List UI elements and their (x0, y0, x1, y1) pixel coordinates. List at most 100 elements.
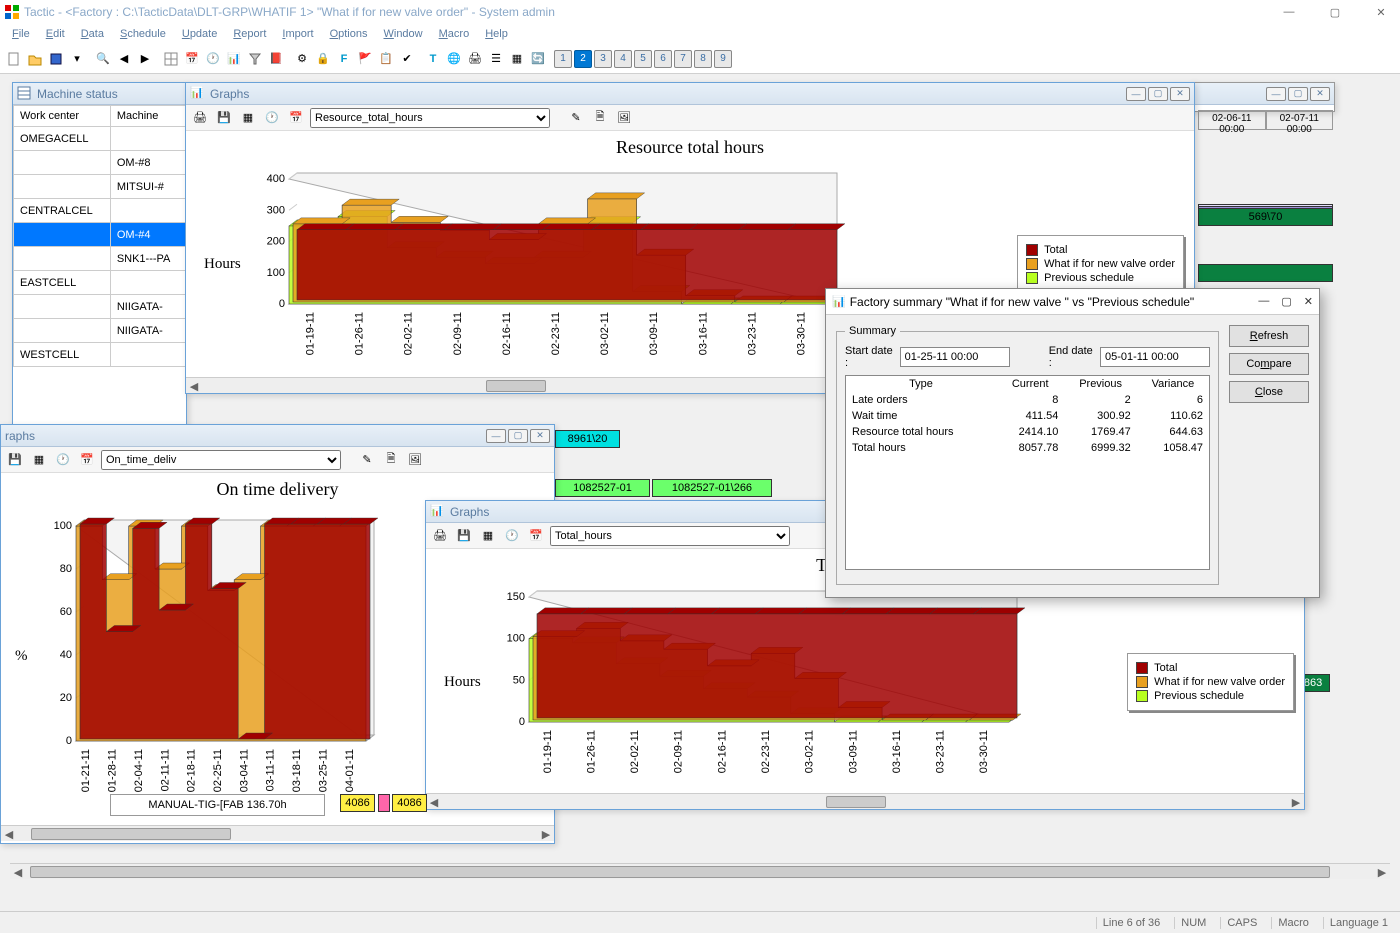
h-scrollbar[interactable]: ◀ ▶ (1, 825, 554, 841)
save-icon[interactable]: 💾 (5, 450, 25, 470)
maximize-icon[interactable]: ▢ (508, 429, 528, 443)
machine-row[interactable]: SNK1---PA (14, 247, 186, 271)
workspace-1-button[interactable]: 1 (554, 50, 572, 68)
maximize-icon[interactable]: ▢ (1288, 87, 1308, 101)
graph-selector[interactable]: Resource_total_hours (310, 108, 550, 128)
close-dialog-button[interactable]: Close (1229, 381, 1309, 403)
parallel-icon[interactable]: ▦ (507, 49, 527, 69)
paste-icon[interactable]: 📋 (376, 49, 396, 69)
gantt-task-bar[interactable] (378, 794, 390, 812)
grid-icon[interactable]: ▦ (29, 450, 49, 470)
maximize-icon[interactable]: ▢ (1148, 87, 1168, 101)
calendar-icon[interactable]: 📅 (77, 450, 97, 470)
machine-row[interactable]: OMEGACELL (14, 127, 186, 151)
calendar-icon[interactable]: 📅 (526, 526, 546, 546)
new-icon[interactable] (4, 49, 24, 69)
grid-icon[interactable]: ▦ (238, 108, 258, 128)
chevron-down-icon[interactable]: ▾ (67, 49, 87, 69)
gantt-task-bar[interactable]: 569\70 (1198, 208, 1333, 226)
flag2-icon[interactable]: 🚩 (355, 49, 375, 69)
graphs-resource-titlebar[interactable]: 📊 Graphs — ▢ ✕ (186, 83, 1194, 105)
clock-icon[interactable]: 🕐 (53, 450, 73, 470)
workspace-3-button[interactable]: 3 (594, 50, 612, 68)
edit-icon[interactable]: ✎ (357, 450, 377, 470)
minimize-icon[interactable]: — (1266, 87, 1286, 101)
lock-icon[interactable]: 🔒 (313, 49, 333, 69)
machine-status-grid[interactable]: Work centerMachine OMEGACELLOM-#8MITSUI-… (13, 105, 186, 367)
search-icon[interactable]: 🔍 (93, 49, 113, 69)
menu-report[interactable]: Report (225, 26, 274, 42)
start-date-input[interactable] (900, 347, 1010, 367)
menu-import[interactable]: Import (274, 26, 321, 42)
new-icon[interactable]: 🗎 (381, 450, 401, 470)
menu-edit[interactable]: Edit (38, 26, 73, 42)
mdi-h-scrollbar[interactable]: ◀ ▶ (10, 863, 1390, 879)
menu-data[interactable]: Data (73, 26, 112, 42)
gantt-task-bar[interactable]: 1082527-01\266 (652, 479, 772, 497)
end-date-input[interactable] (1100, 347, 1210, 367)
calendar-icon[interactable]: 📅 (182, 49, 202, 69)
machine-status-titlebar[interactable]: Machine status (13, 83, 186, 105)
close-icon[interactable]: ✕ (1310, 87, 1330, 101)
menu-macro[interactable]: Macro (431, 26, 478, 42)
close-button[interactable]: ✕ (1304, 295, 1313, 308)
graph-selector[interactable]: On_time_deliv (101, 450, 341, 470)
clock-icon[interactable]: 🕐 (203, 49, 223, 69)
workspace-6-button[interactable]: 6 (654, 50, 672, 68)
minimize-button[interactable]: — (1274, 6, 1304, 19)
workspace-9-button[interactable]: 9 (714, 50, 732, 68)
graphs-delivery-titlebar[interactable]: raphs — ▢ ✕ (1, 425, 554, 447)
machine-row[interactable]: CENTRALCEL (14, 199, 186, 223)
machine-row[interactable]: NIIGATA- (14, 319, 186, 343)
new-icon[interactable]: 🗎 (590, 108, 610, 128)
refresh-button[interactable]: Refresh (1229, 325, 1309, 347)
save-icon[interactable] (46, 49, 66, 69)
gantt-task-bar[interactable]: 8961\20 (555, 430, 620, 448)
image-icon[interactable]: 🖼 (405, 450, 425, 470)
minimize-icon[interactable]: — (486, 429, 506, 443)
compare-button[interactable]: Compare (1229, 353, 1309, 375)
save-icon[interactable]: 💾 (454, 526, 474, 546)
menu-update[interactable]: Update (174, 26, 225, 42)
serial-icon[interactable]: ☰ (486, 49, 506, 69)
machine-row[interactable]: NIIGATA- (14, 295, 186, 319)
dialog-titlebar[interactable]: 📊 Factory summary "What if for new valve… (826, 289, 1319, 315)
h-scrollbar[interactable]: ◀ ▶ (426, 793, 1304, 809)
menu-options[interactable]: Options (322, 26, 376, 42)
gantt-task-bar[interactable]: 4086 (340, 794, 375, 812)
gantt-manual-bar[interactable]: MANUAL-TIG-[FAB 136.70h (110, 794, 325, 816)
open-icon[interactable] (25, 49, 45, 69)
flag-icon[interactable]: F (334, 49, 354, 69)
close-icon[interactable]: ✕ (1170, 87, 1190, 101)
minimize-button[interactable]: — (1258, 295, 1269, 308)
graph-selector[interactable]: Total_hours (550, 526, 790, 546)
grid-icon[interactable]: ▦ (478, 526, 498, 546)
workspace-8-button[interactable]: 8 (694, 50, 712, 68)
save-icon[interactable]: 💾 (214, 108, 234, 128)
clock-icon[interactable]: 🕐 (502, 526, 522, 546)
menu-window[interactable]: Window (375, 26, 430, 42)
gantt-task-bar[interactable] (1198, 264, 1333, 282)
close-icon[interactable]: ✕ (530, 429, 550, 443)
maximize-button[interactable]: ▢ (1320, 6, 1350, 19)
filter-icon[interactable] (245, 49, 265, 69)
col-work-center[interactable]: Work center (14, 106, 111, 127)
col-machine[interactable]: Machine (110, 106, 185, 127)
gantt-task-bar[interactable]: 4086 (392, 794, 427, 812)
close-button[interactable]: ✕ (1366, 6, 1396, 19)
minimize-icon[interactable]: — (1126, 87, 1146, 101)
workspace-2-button[interactable]: 2 (574, 50, 592, 68)
refresh-icon[interactable]: 🔄 (528, 49, 548, 69)
machine-row[interactable]: WESTCELL (14, 343, 186, 367)
image-icon[interactable]: 🖼 (614, 108, 634, 128)
workspace-7-button[interactable]: 7 (674, 50, 692, 68)
menu-help[interactable]: Help (477, 26, 516, 42)
machine-row[interactable]: EASTCELL (14, 271, 186, 295)
redo-icon[interactable]: ▶ (135, 49, 155, 69)
print-icon[interactable]: 🖨 (430, 526, 450, 546)
chart-icon[interactable]: 📊 (224, 49, 244, 69)
calendar-icon[interactable]: 📅 (286, 108, 306, 128)
workspace-5-button[interactable]: 5 (634, 50, 652, 68)
print-icon[interactable]: 🖨 (465, 49, 485, 69)
gantt-task-bar[interactable]: 1082527-01 (555, 479, 650, 497)
